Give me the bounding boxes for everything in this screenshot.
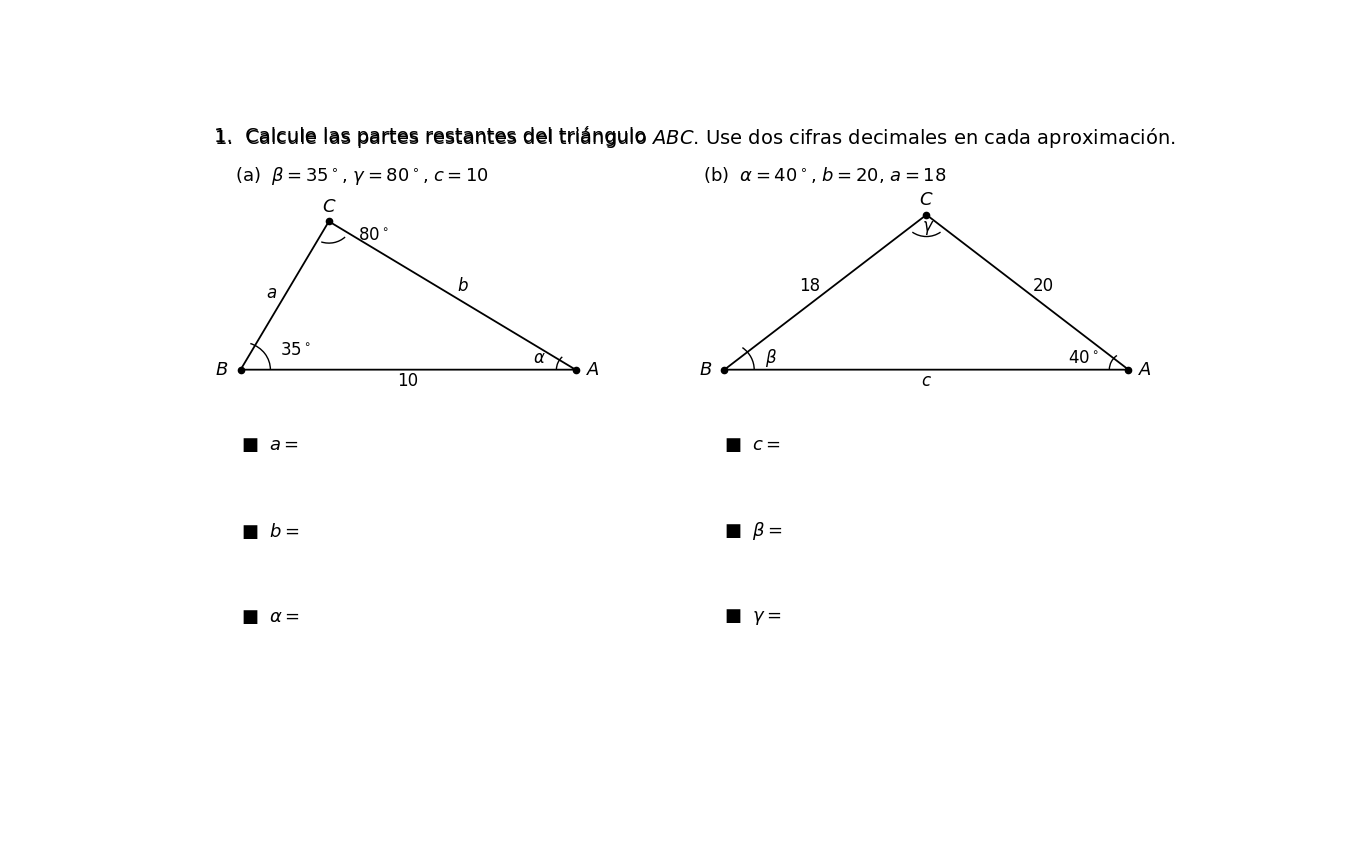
Text: $\gamma$: $\gamma$ [922,219,934,237]
Text: 18: 18 [799,277,820,295]
Text: 20: 20 [1033,277,1054,295]
Text: $40^\circ$: $40^\circ$ [1067,349,1099,367]
Text: ■  $\beta =$: ■ $\beta =$ [724,520,783,542]
Text: $C$: $C$ [919,191,934,209]
Text: 10: 10 [397,372,418,389]
Text: $c$: $c$ [921,372,932,389]
Text: $A$: $A$ [586,360,600,378]
Text: $a$: $a$ [266,283,277,301]
Text: $B$: $B$ [215,360,228,378]
Text: (b)  $\alpha = 40^\circ$, $b = 20$, $a = 18$: (b) $\alpha = 40^\circ$, $b = 20$, $a = … [702,165,947,186]
Text: ■  $a =$: ■ $a =$ [240,437,299,455]
Text: ■  $\alpha =$: ■ $\alpha =$ [240,608,299,626]
Text: $B$: $B$ [698,360,712,378]
Text: $80^\circ$: $80^\circ$ [358,225,388,244]
Text: $\alpha$: $\alpha$ [534,349,546,367]
Text: $35^\circ$: $35^\circ$ [280,341,311,359]
Text: ■  $b =$: ■ $b =$ [240,521,299,541]
Text: 1.  Calcule las partes restantes del triángulo $ABC$. Use dos cifras decimales e: 1. Calcule las partes restantes del triá… [214,126,1176,150]
Text: (a)  $\beta = 35^\circ$, $\gamma = 80^\circ$, $c = 10$: (a) $\beta = 35^\circ$, $\gamma = 80^\ci… [236,165,490,187]
Text: ■  $\gamma =$: ■ $\gamma =$ [724,607,782,627]
Text: $\beta$: $\beta$ [764,348,777,370]
Text: $C$: $C$ [321,198,336,216]
Text: ■  $c =$: ■ $c =$ [724,437,782,455]
Text: 1.  Calcule las partes restantes del triángulo: 1. Calcule las partes restantes del triá… [214,126,653,146]
Text: $b$: $b$ [457,277,469,295]
Text: $A$: $A$ [1139,360,1152,378]
